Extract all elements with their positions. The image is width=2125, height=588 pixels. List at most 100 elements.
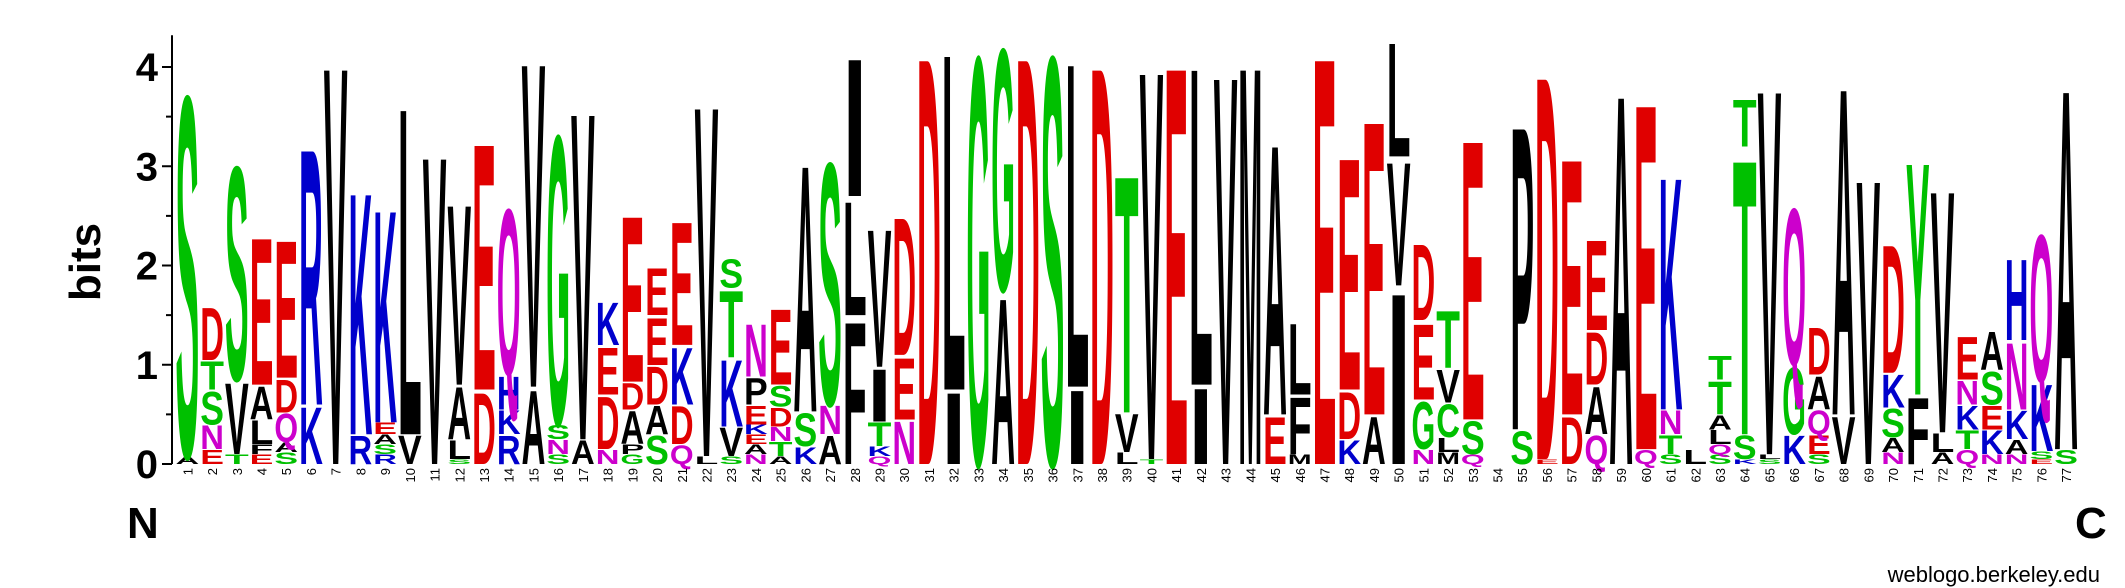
logo-letter-E: E xyxy=(200,446,224,469)
x-tick-label: 9 xyxy=(378,468,393,475)
logo-letter-D: D xyxy=(1585,319,1609,402)
x-tick-label: 42 xyxy=(1194,468,1209,482)
logo-letter-K: K xyxy=(497,405,521,443)
logo-letter-D: D xyxy=(1412,223,1436,345)
logo-letter-Q: Q xyxy=(1634,447,1658,469)
logo-letter-D: D xyxy=(1090,0,1114,585)
x-tick-label: 61 xyxy=(1664,468,1679,482)
x-tick-label: 8 xyxy=(353,468,368,475)
logo-letter-M: M xyxy=(1238,0,1262,585)
logo-letter-K: K xyxy=(868,444,892,459)
logo-letter-T: T xyxy=(1955,426,1979,456)
logo-letter-T: T xyxy=(1708,349,1732,387)
logo-letter-S: S xyxy=(818,92,842,479)
x-tick-label: 22 xyxy=(699,468,714,482)
logo-letter-Q: Q xyxy=(2030,191,2054,426)
logo-letter-H: H xyxy=(2005,237,2029,366)
x-tick-label: 11 xyxy=(428,468,443,482)
logo-letter-A: A xyxy=(1881,433,1905,456)
logo-letter-R: R xyxy=(349,427,373,473)
logo-letter-R: R xyxy=(373,452,397,467)
logo-letter-V: V xyxy=(1140,0,1164,578)
x-tick-label: 52 xyxy=(1441,468,1456,482)
logo-letter-N: N xyxy=(2005,452,2029,467)
y-tick-label: 0 xyxy=(136,443,158,487)
logo-letter-V: V xyxy=(522,0,546,485)
logo-letter-S: S xyxy=(225,104,249,445)
x-tick-label: 28 xyxy=(848,468,863,482)
logo-letter-L: L xyxy=(1065,0,1089,487)
logo-letter-P: P xyxy=(1510,36,1534,522)
x-tick-label: 56 xyxy=(1540,468,1555,482)
logo-letter-T: T xyxy=(1659,431,1683,461)
logo-letter-N: N xyxy=(818,397,842,443)
logo-letter-A: A xyxy=(175,455,199,467)
logo-letter-A: A xyxy=(1980,320,2004,382)
logo-letter-D: D xyxy=(670,394,694,456)
logo-letter-I: I xyxy=(1189,365,1213,487)
logo-letter-E: E xyxy=(1560,84,1584,494)
logo-letter-N: N xyxy=(1980,452,2004,467)
logo-letter-L: L xyxy=(695,454,719,466)
logo-letter-S: S xyxy=(769,379,793,413)
logo-letter-N: N xyxy=(1659,405,1683,443)
logo-letter-A: A xyxy=(1609,0,1633,577)
x-tick-label: 41 xyxy=(1169,468,1184,482)
logo-letter-G: G xyxy=(620,452,644,467)
logo-letter-S: S xyxy=(1659,452,1683,467)
logo-letter-E: E xyxy=(1955,325,1979,393)
logo-letter-N: N xyxy=(892,410,916,477)
x-tick-label: 48 xyxy=(1342,468,1357,482)
logo-letter-L: L xyxy=(447,435,471,465)
logo-letter-M: M xyxy=(1288,452,1312,467)
logo-letter-D: D xyxy=(769,403,793,433)
x-tick-label: 16 xyxy=(551,468,566,482)
logo-letter-Q: Q xyxy=(670,440,694,470)
logo-letter-A: A xyxy=(645,397,669,443)
logo-letter-K: K xyxy=(373,147,397,487)
x-tick-label: 62 xyxy=(1688,468,1703,482)
logo-letter-L: L xyxy=(1288,303,1312,417)
logo-letter-E: E xyxy=(250,195,274,431)
logo-letter-T: T xyxy=(719,272,743,378)
logo-letter-D: D xyxy=(892,176,916,396)
logo-letter-D: D xyxy=(472,372,496,486)
logo-letter-V: V xyxy=(1387,126,1411,324)
logo-letter-V: V xyxy=(571,13,595,539)
logo-letter-E: E xyxy=(645,254,669,330)
logo-letter-T: T xyxy=(1733,85,1757,161)
logo-letter-S: S xyxy=(176,0,200,566)
logo-letter-V: V xyxy=(1214,0,1238,583)
x-tick-label: 49 xyxy=(1367,468,1382,482)
logo-letter-S: S xyxy=(274,449,298,467)
logo-letter-T: T xyxy=(225,452,249,467)
x-tick-label: 18 xyxy=(601,468,616,482)
x-tick-label: 54 xyxy=(1491,468,1506,482)
x-tick-label: 24 xyxy=(749,468,764,482)
logo-letter-Y: Y xyxy=(1906,94,1930,467)
logo-letter-L: L xyxy=(1189,0,1213,482)
logo-letter-A: A xyxy=(2054,0,2078,559)
x-tick-label: 38 xyxy=(1095,468,1110,482)
logo-letter-D: D xyxy=(1560,404,1584,479)
logo-letter-V: V xyxy=(225,363,249,477)
logo-letter-V: V xyxy=(695,0,719,563)
x-tick-label: 39 xyxy=(1120,468,1135,482)
x-tick-label: 59 xyxy=(1614,468,1629,482)
logo-letter-S: S xyxy=(1041,0,1065,588)
x-tick-label: 70 xyxy=(1886,468,1901,482)
logo-letter-E: E xyxy=(1585,214,1609,359)
y-tick-label: 4 xyxy=(136,46,159,90)
logo-letter-A: A xyxy=(1263,65,1287,498)
y-axis: 0 1 2 3 4 xyxy=(136,35,173,487)
logo-letter-P: P xyxy=(620,442,644,457)
x-tick-label: 35 xyxy=(1021,468,1036,482)
c-terminus-label: C xyxy=(2075,499,2107,548)
logo-letter-I: I xyxy=(843,18,867,239)
logo-letter-A: A xyxy=(794,92,818,488)
x-tick-label: 14 xyxy=(502,468,517,482)
logo-letter-T: T xyxy=(868,415,892,453)
x-tick-label: 67 xyxy=(1812,468,1827,482)
logo-letter-F: F xyxy=(1288,380,1312,472)
x-tick-label: 73 xyxy=(1960,468,1975,482)
